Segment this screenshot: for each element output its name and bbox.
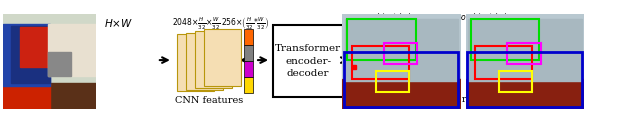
- Bar: [244, 29, 253, 45]
- Bar: [342, 79, 461, 109]
- Bar: [177, 34, 214, 91]
- Bar: [352, 43, 364, 52]
- Text: Transformer
encoder-
decoder: Transformer encoder- decoder: [275, 44, 341, 78]
- Bar: [352, 72, 364, 81]
- Bar: [244, 45, 253, 61]
- Bar: [244, 77, 253, 93]
- Bar: [195, 31, 232, 88]
- Bar: [186, 33, 223, 90]
- Text: $2048{\times}\frac{H}{32}{\times}\frac{W}{32}$: $2048{\times}\frac{H}{32}{\times}\frac{W…: [172, 16, 221, 32]
- Bar: [352, 53, 364, 62]
- Bar: [345, 19, 458, 81]
- Bar: [508, 43, 541, 64]
- Bar: [352, 34, 364, 42]
- Bar: [376, 71, 409, 92]
- Text: $256{\times}\left(\frac{H}{32}{*}\frac{W}{32}\right)$: $256{\times}\left(\frac{H}{32}{*}\frac{W…: [221, 16, 270, 32]
- Text: no object ($\varnothing$): no object ($\varnothing$): [456, 11, 508, 24]
- Bar: [352, 92, 364, 100]
- Bar: [3, 24, 50, 86]
- Bar: [470, 19, 540, 60]
- Bar: [11, 26, 50, 83]
- Bar: [467, 52, 582, 107]
- Bar: [48, 52, 71, 76]
- Bar: [352, 82, 364, 90]
- Text: Set of predictions: Set of predictions: [348, 95, 435, 104]
- Bar: [3, 83, 50, 109]
- Text: no object ($\varnothing$): no object ($\varnothing$): [360, 11, 412, 24]
- Bar: [347, 19, 416, 60]
- Bar: [48, 24, 96, 76]
- Bar: [344, 52, 458, 107]
- Bar: [468, 19, 582, 81]
- Bar: [466, 79, 584, 109]
- Bar: [204, 30, 241, 86]
- Bar: [3, 83, 96, 109]
- Text: CNN features: CNN features: [175, 96, 243, 105]
- Text: Ground truth: Ground truth: [454, 95, 520, 104]
- Bar: [20, 27, 52, 67]
- Bar: [273, 25, 343, 97]
- Bar: [352, 63, 364, 71]
- Bar: [384, 43, 417, 64]
- Bar: [244, 61, 253, 77]
- Bar: [499, 71, 532, 92]
- Bar: [476, 46, 532, 79]
- Bar: [352, 46, 409, 79]
- Text: $H{\times}W$: $H{\times}W$: [104, 17, 133, 29]
- Bar: [352, 24, 364, 33]
